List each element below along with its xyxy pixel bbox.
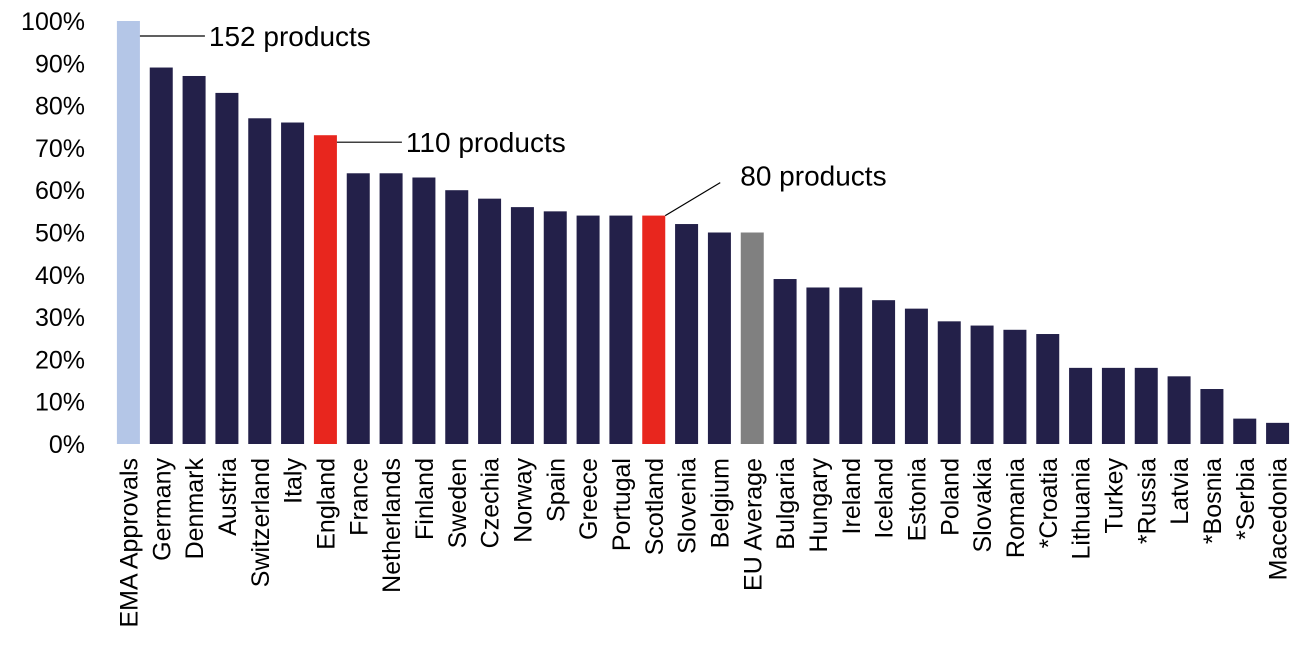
bar-slovenia (675, 224, 699, 444)
x-tick-label: *Serbia (1232, 458, 1260, 540)
x-tick-label: Hungary (805, 458, 833, 553)
x-tick-label: Portugal (608, 458, 636, 551)
bar-austria (215, 92, 239, 444)
annotation-label: 152 products (209, 21, 371, 52)
x-tick-label: EU Average (739, 458, 767, 591)
x-tick-label: *Croatia (1035, 458, 1063, 548)
bar-portugal (609, 215, 633, 444)
bar-greece (576, 215, 600, 444)
bar-norway (510, 207, 534, 444)
y-tick-label: 60% (35, 177, 85, 205)
x-tick-label: Romania (1002, 458, 1030, 558)
bar-bulgaria (773, 279, 797, 444)
bar-lithuania (1069, 367, 1093, 444)
x-tick-label: Macedonia (1265, 458, 1293, 580)
bar-poland (937, 321, 961, 444)
bar-turkey (1101, 367, 1125, 444)
bar-romania (1003, 329, 1027, 444)
x-tick-label: Czechia (477, 458, 505, 548)
bar-hungary (806, 287, 830, 444)
x-tick-label: *Russia (1133, 458, 1161, 544)
bar-latvia (1167, 376, 1191, 444)
y-tick-label: 100% (21, 8, 85, 36)
x-tick-label: Finland (411, 458, 439, 540)
y-tick-label: 50% (35, 220, 85, 248)
y-tick-label: 80% (35, 93, 85, 121)
annotations: 152 products 110 products 80 products (139, 21, 887, 217)
bar-macedonia (1266, 422, 1290, 444)
bar-switzerland (248, 118, 272, 444)
bar-italy (281, 122, 305, 445)
annotation-leader-line (664, 182, 721, 217)
x-tick-label: Switzerland (247, 458, 275, 587)
x-tick-label: Norway (509, 458, 537, 543)
bars (116, 21, 1290, 445)
x-tick-label: Germany (148, 458, 176, 561)
x-tick-label: Estonia (903, 458, 931, 541)
bar-spain (543, 211, 567, 444)
annotation-label: 110 products (406, 127, 566, 158)
x-axis: EMA Approvals Germany Denmark Austria Switze… (115, 458, 1292, 628)
bar-belgium (707, 232, 731, 444)
x-tick-label: Turkey (1100, 458, 1128, 534)
x-tick-label: Slovenia (674, 458, 702, 554)
x-tick-label: Poland (936, 458, 964, 536)
y-tick-label: 10% (35, 389, 85, 417)
y-tick-label: 90% (35, 50, 85, 78)
bar-eu-average (740, 232, 764, 444)
bar-ema-approvals (116, 21, 140, 444)
x-tick-label: Greece (575, 458, 603, 540)
y-tick-label: 30% (35, 304, 85, 332)
x-tick-label: Ireland (838, 458, 866, 534)
x-tick-label: Austria (214, 458, 242, 536)
x-tick-label: Slovakia (969, 458, 997, 553)
x-tick-label: *Bosnia (1199, 458, 1227, 544)
bar-england (313, 135, 337, 444)
x-tick-label: Scotland (641, 458, 669, 555)
y-axis: 0% 10% 20% 30% 40% 50% 60% 70% 80% 90% 100% (21, 8, 85, 459)
x-tick-label: Bulgaria (772, 458, 800, 550)
bar-estonia (904, 308, 928, 444)
bar-france (346, 173, 370, 444)
bar-czechia (478, 198, 502, 444)
bar-serbia (1233, 418, 1257, 444)
x-tick-label: England (312, 458, 340, 550)
y-tick-label: 70% (35, 135, 85, 163)
bar-germany (149, 67, 173, 444)
bar-croatia (1036, 334, 1060, 444)
bar-finland (412, 177, 436, 444)
x-tick-label: Belgium (706, 458, 734, 548)
y-tick-label: 20% (35, 346, 85, 374)
bar-denmark (182, 75, 206, 445)
bar-scotland (642, 215, 666, 444)
x-tick-label: Denmark (181, 458, 209, 560)
x-tick-label: Sweden (444, 458, 472, 548)
x-tick-label: Latvia (1166, 458, 1194, 525)
bar-netherlands (379, 173, 403, 444)
bar-sweden (445, 190, 469, 444)
x-tick-label: EMA Approvals (115, 458, 143, 628)
x-tick-label: France (345, 458, 373, 536)
bar-bosnia (1200, 389, 1224, 444)
x-tick-label: Spain (542, 458, 570, 522)
bar-slovakia (970, 325, 994, 444)
annotation-label: 80 products (740, 161, 886, 192)
x-tick-label: Iceland (871, 458, 899, 539)
y-tick-label: 40% (35, 262, 85, 290)
bar-russia (1134, 367, 1158, 444)
bar-iceland (872, 300, 896, 444)
bar-ireland (839, 287, 863, 444)
x-tick-label: Italy (280, 458, 308, 504)
y-tick-label: 0% (49, 431, 85, 459)
x-tick-label: Lithuania (1068, 458, 1096, 560)
x-tick-label: Netherlands (378, 458, 406, 593)
